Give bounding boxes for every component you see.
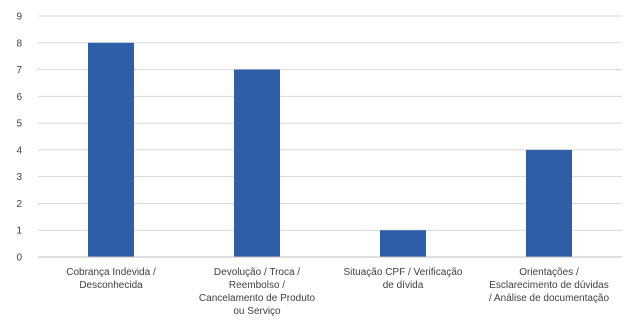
x-category-label-2: Devolução / Troca / Reembolso / Cancelamen… bbox=[199, 267, 316, 317]
bars bbox=[88, 42, 572, 258]
x-category-label-line: Situação CPF / Verificação bbox=[344, 267, 463, 278]
x-category-label-line: Devolução / Troca / bbox=[214, 267, 300, 278]
x-category-label-line: Cancelamento de Produto bbox=[199, 293, 316, 304]
x-axis-category-labels: Cobrança Indevida / Desconhecida Devolução… bbox=[66, 267, 609, 317]
x-category-label-line: / Análise de documentação bbox=[489, 293, 610, 304]
bar-2 bbox=[234, 69, 280, 257]
bar-3 bbox=[380, 230, 426, 257]
x-category-label-3: Situação CPF / Verificação de dívida bbox=[344, 267, 463, 291]
bar-4 bbox=[526, 149, 572, 257]
y-tick-label-5: 5 bbox=[16, 119, 22, 130]
y-tick-label-8: 8 bbox=[16, 38, 22, 49]
x-category-label-line: Esclarecimento de dúvidas bbox=[489, 280, 609, 291]
y-tick-label-3: 3 bbox=[16, 172, 22, 183]
y-axis-tick-labels: 0 1 2 3 4 5 6 7 8 9 bbox=[16, 12, 22, 264]
y-tick-label-2: 2 bbox=[16, 199, 22, 210]
x-category-label-line: Cobrança Indevida / bbox=[66, 267, 156, 278]
x-category-label-line: Desconhecida bbox=[79, 280, 143, 291]
y-tick-label-0: 0 bbox=[16, 253, 22, 264]
x-category-label-line: de dívida bbox=[383, 280, 424, 291]
y-tick-label-1: 1 bbox=[16, 226, 22, 237]
gridlines bbox=[38, 15, 622, 231]
y-tick-label-4: 4 bbox=[16, 145, 22, 156]
x-category-label-line: Reembolso / bbox=[229, 280, 285, 291]
x-category-label-4: Orientações / Esclarecimento de dúvidas / … bbox=[489, 267, 610, 304]
y-tick-label-9: 9 bbox=[16, 12, 22, 23]
y-tick-label-6: 6 bbox=[16, 92, 22, 103]
x-category-label-1: Cobrança Indevida / Desconhecida bbox=[66, 267, 156, 291]
y-tick-label-7: 7 bbox=[16, 65, 22, 76]
x-category-label-line: Orientações / bbox=[519, 267, 579, 278]
bar-1 bbox=[88, 42, 134, 258]
x-category-label-line: ou Serviço bbox=[233, 306, 281, 317]
